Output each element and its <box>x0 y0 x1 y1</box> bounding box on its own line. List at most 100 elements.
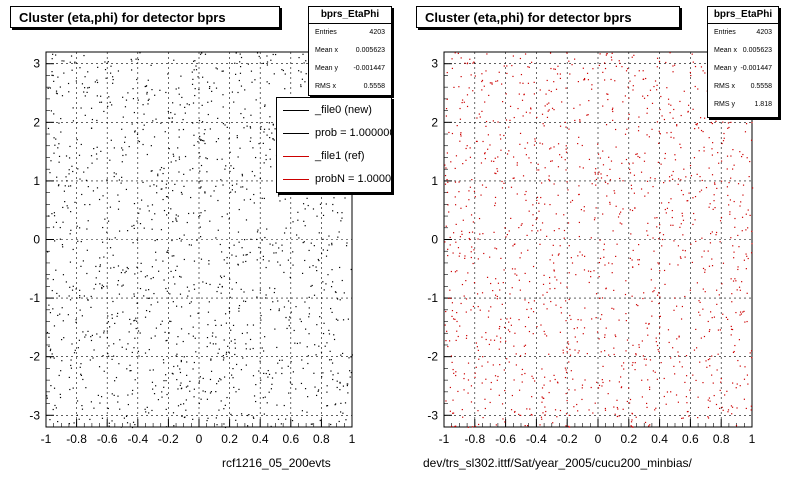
data-point <box>717 353 719 355</box>
data-point <box>347 318 349 320</box>
data-point <box>170 161 172 163</box>
data-point <box>675 394 678 396</box>
data-point <box>256 52 259 54</box>
data-point <box>455 241 457 243</box>
data-point <box>587 270 590 272</box>
data-point <box>692 223 694 226</box>
data-point <box>686 411 689 413</box>
data-point <box>746 320 748 323</box>
data-point <box>296 234 298 236</box>
data-point <box>176 353 178 355</box>
data-point <box>452 412 454 414</box>
data-point <box>135 58 137 60</box>
data-point <box>223 275 225 277</box>
data-point <box>554 68 556 70</box>
data-point <box>61 307 63 309</box>
data-point <box>122 311 124 313</box>
data-point <box>447 254 449 257</box>
data-point <box>180 359 182 362</box>
data-point <box>296 342 299 345</box>
data-point <box>195 351 197 353</box>
data-point <box>701 179 703 182</box>
data-point <box>239 147 241 149</box>
data-point <box>676 305 678 307</box>
data-point <box>111 420 113 422</box>
data-point <box>240 413 243 415</box>
y-tick-label: 3 <box>431 57 438 71</box>
data-point <box>121 176 123 178</box>
data-point <box>673 365 675 368</box>
data-point <box>555 213 557 215</box>
data-point <box>229 170 231 173</box>
data-point <box>711 154 713 156</box>
data-point <box>507 329 510 331</box>
data-point <box>728 182 730 184</box>
data-point <box>543 330 545 333</box>
data-point <box>347 392 349 394</box>
data-point <box>199 135 201 138</box>
data-point <box>559 154 561 156</box>
data-point <box>87 87 89 89</box>
data-point <box>88 86 90 89</box>
data-point <box>119 339 121 341</box>
data-point <box>249 127 252 129</box>
data-point <box>602 365 604 368</box>
data-point <box>548 175 550 177</box>
data-point <box>66 180 68 182</box>
data-point <box>124 106 127 108</box>
data-point <box>178 87 180 89</box>
data-point <box>524 344 527 346</box>
data-point <box>73 422 75 424</box>
data-point <box>96 146 98 148</box>
data-point <box>144 408 146 410</box>
data-point <box>172 220 174 223</box>
data-point <box>591 84 593 86</box>
data-point <box>89 359 91 361</box>
data-point <box>558 228 560 230</box>
data-point <box>184 112 186 114</box>
data-point <box>61 360 63 362</box>
data-point <box>642 355 645 357</box>
data-point <box>339 299 341 301</box>
data-point <box>494 196 497 199</box>
data-point <box>505 340 507 342</box>
data-point <box>539 142 541 144</box>
data-point <box>525 154 527 156</box>
data-point <box>165 408 167 410</box>
data-point <box>749 214 751 216</box>
data-point <box>635 354 637 356</box>
data-point <box>530 108 532 110</box>
data-point <box>656 89 658 91</box>
data-point <box>185 399 187 401</box>
data-point <box>200 212 202 214</box>
data-point <box>456 125 458 127</box>
data-point <box>106 231 108 233</box>
data-point <box>730 325 732 328</box>
data-point <box>581 254 583 256</box>
data-point <box>688 192 690 194</box>
data-point <box>172 102 174 104</box>
data-point <box>341 279 343 282</box>
data-point <box>739 314 741 316</box>
data-point <box>67 314 69 316</box>
data-point <box>516 193 518 195</box>
data-point <box>237 263 239 265</box>
data-point <box>113 172 115 174</box>
data-point <box>460 133 462 136</box>
data-point <box>217 199 219 202</box>
data-point <box>735 387 737 389</box>
data-point <box>72 170 74 173</box>
data-point <box>613 347 615 349</box>
data-point <box>524 193 526 196</box>
data-point <box>215 87 218 89</box>
data-point <box>694 128 696 130</box>
data-point <box>702 70 704 72</box>
data-point <box>528 210 530 212</box>
data-point <box>653 85 655 88</box>
data-point <box>79 67 81 69</box>
data-point <box>96 158 98 160</box>
data-point <box>156 238 159 241</box>
data-point <box>457 52 459 55</box>
x-tick-label: -0.6 <box>97 432 118 446</box>
data-point <box>693 212 695 215</box>
